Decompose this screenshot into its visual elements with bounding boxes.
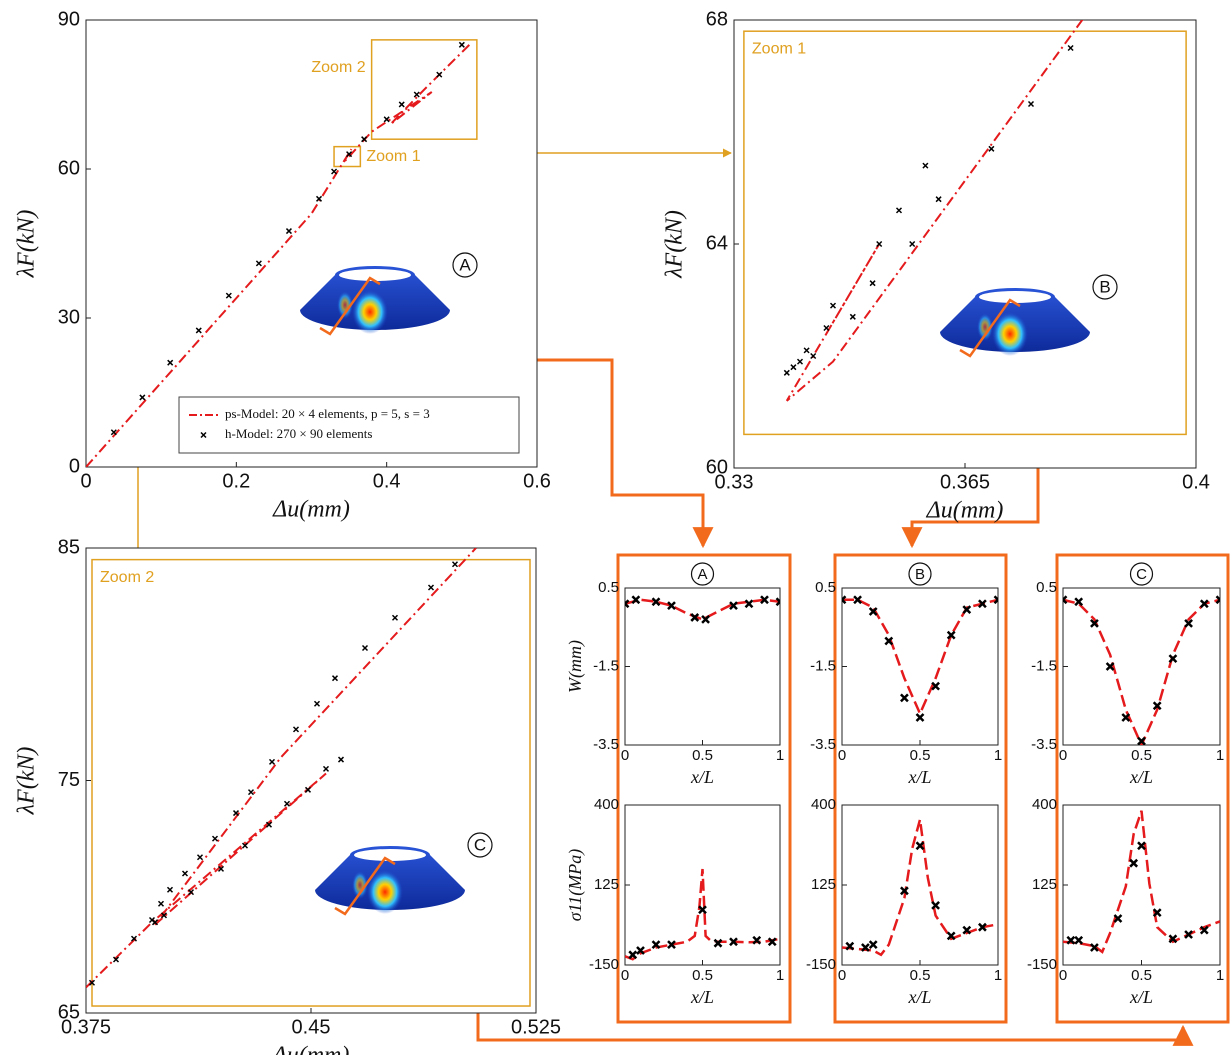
x-tick-label: 0.5 [910,747,931,764]
y-axis-label: W(mm) [565,640,586,693]
zoom-label: Zoom 2 [100,569,154,586]
x-tick-label: 1 [994,967,1002,984]
panel-title: A [697,566,707,583]
y-tick-label: 400 [811,796,836,813]
y-axis-label: λF(kN) [14,210,40,279]
y-tick-label: 64 [706,232,728,254]
y-tick-label: 60 [706,456,728,478]
x-tick-label: 0 [80,470,91,492]
y-tick-label: 75 [58,769,80,791]
x-axis-label: x/L [907,987,931,1007]
x-tick-label: 0 [1059,967,1067,984]
x-tick-label: 0.365 [940,471,990,493]
y-tick-label: 85 [58,536,80,558]
shell-hole [354,849,426,861]
y-tick-label: -3.5 [593,736,619,753]
x-tick-label: 1 [1216,967,1224,984]
x-axis-label: Δu(mm) [272,497,350,523]
figure: 0 0.2 0.4 0.6 0 30 60 90 Δu(mm) λF(kN) Zoom 1 Zoom … [0,0,1231,1055]
y-tick-label: -1.5 [1031,657,1057,674]
y-tick-label: 125 [811,876,836,893]
plot-frame [842,805,998,965]
legend-label: h-Model: 270 × 90 elements [225,426,372,441]
x-tick-label: 1 [1216,747,1224,764]
y-tick-label: -1.5 [810,657,836,674]
state-label: C [474,835,486,854]
legend-label: ps-Model: 20 × 4 elements, p = 5, s = 3 [225,406,430,421]
x-tick-label: 0.4 [1182,471,1210,493]
x-axis-label: Δu(mm) [926,498,1004,524]
y-tick-label: 400 [1032,796,1057,813]
x-tick-label: 1 [994,747,1002,764]
x-tick-label: 0.5 [1131,967,1152,984]
shell-hole [979,291,1051,303]
x-tick-label: 0 [621,967,629,984]
x-tick-label: 0.525 [511,1016,561,1038]
x-tick-label: 1 [776,967,784,984]
y-tick-label: 68 [706,8,728,30]
x-tick-label: 0 [838,967,846,984]
shell-hole [339,269,411,281]
y-tick-label: -150 [589,956,619,973]
x-tick-label: 0.2 [222,470,250,492]
x-tick-label: 0 [621,747,629,764]
plot-frame [625,588,780,745]
x-axis-label: x/L [907,767,931,787]
y-tick-label: 0.5 [1036,579,1057,596]
x-tick-label: 0 [1059,747,1067,764]
y-tick-label: -150 [806,956,836,973]
x-tick-label: 0.45 [292,1016,331,1038]
y-tick-label: 60 [58,157,80,179]
y-tick-label: -3.5 [1031,736,1057,753]
zoom-label: Zoom 1 [752,40,806,57]
y-axis-label: λF(kN) [662,210,688,279]
y-tick-label: 0.5 [598,579,619,596]
x-axis-label: x/L [690,767,714,787]
plot-frame [86,548,536,1013]
y-tick-label: 0 [69,455,80,477]
x-tick-label: 0.5 [692,747,713,764]
y-tick-label: -3.5 [810,736,836,753]
y-axis-label: σ11(MPa) [565,849,586,922]
y-tick-label: 125 [594,876,619,893]
y-tick-label: -1.5 [593,657,619,674]
x-axis-label: x/L [1129,767,1153,787]
x-axis-label: x/L [690,987,714,1007]
y-tick-label: 125 [1032,876,1057,893]
x-tick-label: 0.5 [692,967,713,984]
x-tick-label: 0.4 [373,470,401,492]
y-axis-label: λF(kN) [14,747,40,816]
panel-title: B [915,566,925,583]
y-tick-label: 90 [58,8,80,30]
x-tick-label: 0.5 [910,967,931,984]
state-label: A [459,255,471,274]
panel-title: C [1136,566,1147,583]
zoom-label: Zoom 1 [366,148,420,165]
plot-frame [842,588,998,745]
y-tick-label: 400 [594,796,619,813]
y-tick-label: -150 [1027,956,1057,973]
x-axis-label: x/L [1129,987,1153,1007]
x-axis-label: Δu(mm) [272,1043,350,1056]
y-tick-label: 65 [58,1001,80,1023]
y-tick-label: 30 [58,306,80,328]
y-tick-label: 0.5 [815,579,836,596]
x-tick-label: 0 [838,747,846,764]
plot-frame [734,20,1196,468]
state-label: B [1099,277,1110,296]
x-tick-label: 0.5 [1131,747,1152,764]
plot-frame [1063,805,1220,965]
x-tick-label: 0.6 [523,470,551,492]
zoom-label: Zoom 2 [311,59,365,76]
x-tick-label: 1 [776,747,784,764]
